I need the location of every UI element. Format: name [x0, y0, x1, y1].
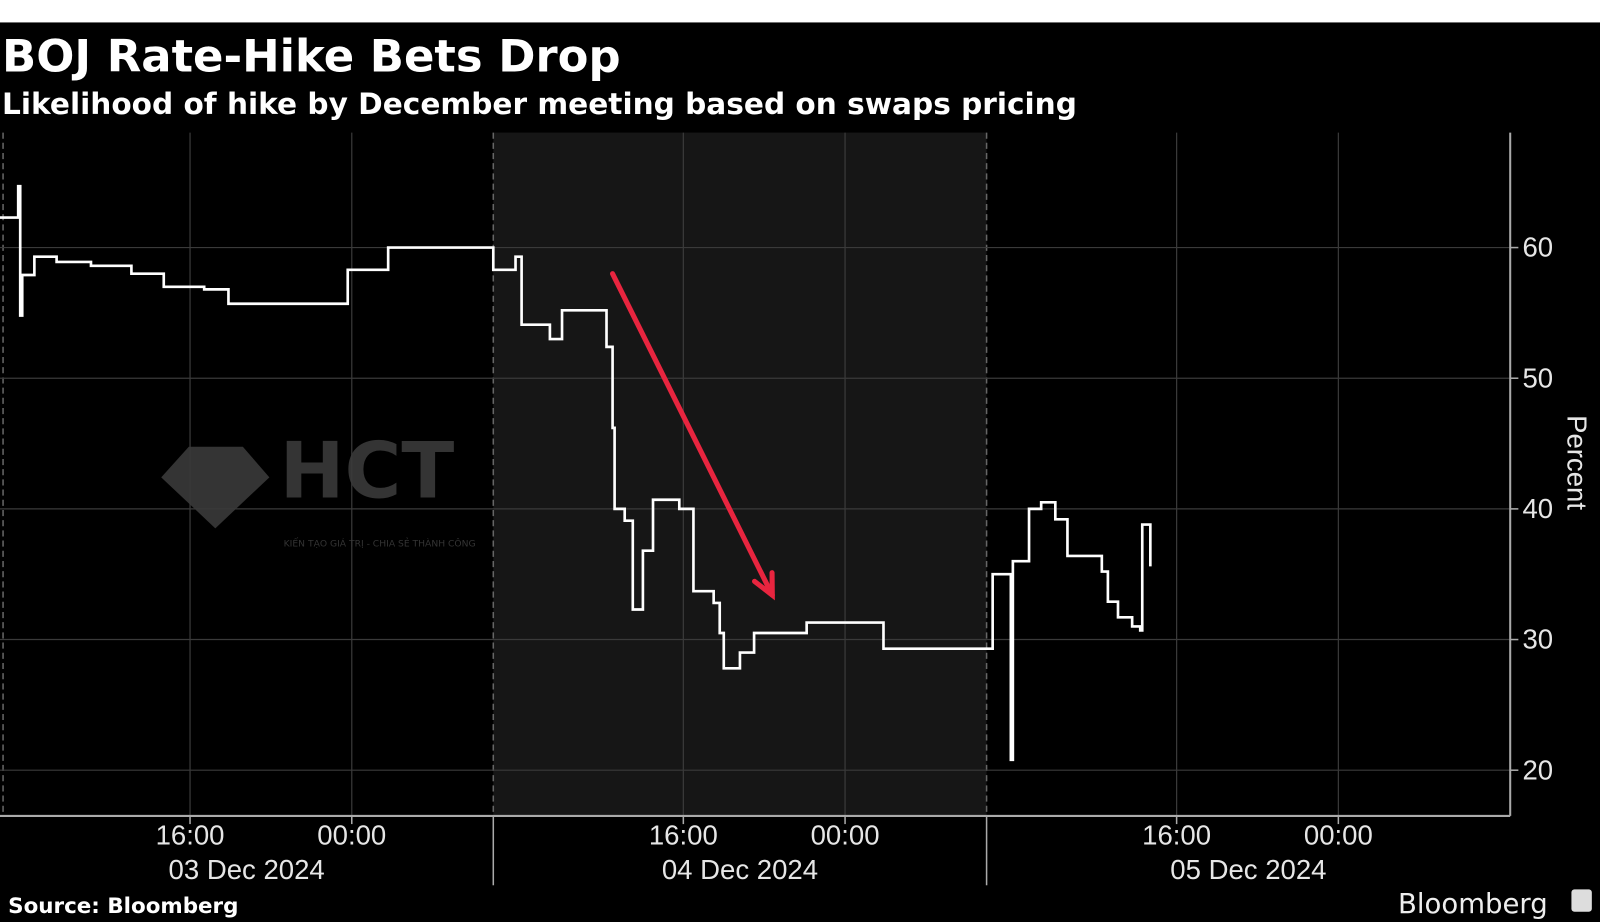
diamond-icon: [161, 446, 270, 529]
y-tick-label: 30: [1522, 624, 1553, 655]
chart-subtitle: Likelihood of hike by December meeting b…: [2, 87, 1077, 121]
shaded-session: [493, 132, 987, 816]
x-tick-label: 00:00: [1304, 819, 1373, 850]
top-margin: [0, 0, 1600, 23]
y-tick-label: 20: [1522, 754, 1553, 785]
series-line: [0, 184, 1152, 762]
x-tick-label: 16:00: [649, 819, 718, 850]
x-tick-label: 16:00: [156, 819, 225, 850]
session-label: 05 Dec 2024: [1170, 854, 1326, 885]
watermark-text: HCT: [280, 427, 455, 517]
y-tick-label: 50: [1522, 362, 1553, 393]
source-note: Source: Bloomberg: [8, 894, 238, 919]
session-label: 03 Dec 2024: [169, 854, 325, 885]
x-tick-label: 00:00: [811, 819, 880, 850]
annotation-arrow: [610, 271, 775, 598]
arrow-head-icon: [751, 570, 775, 601]
x-tick-label: 00:00: [317, 819, 386, 850]
x-tick-label: 16:00: [1142, 819, 1211, 850]
watermark-logo: HCT KIẾN TẠO GIÁ TRỊ - CHIA SẺ THÀNH CÔN…: [161, 427, 476, 550]
bloomberg-logo: Bloomberg: [1398, 888, 1548, 920]
y-tick-label: 60: [1522, 232, 1553, 263]
y-tick-label: 40: [1522, 493, 1553, 524]
bloomberg-chart-icon: [1571, 889, 1592, 912]
chart-title: BOJ Rate-Hike Bets Drop: [2, 29, 621, 82]
watermark-tagline: KIẾN TẠO GIÁ TRỊ - CHIA SẺ THÀNH CÔNG: [284, 538, 476, 550]
y-axis-label: Percent: [1561, 415, 1592, 510]
session-label: 04 Dec 2024: [662, 854, 818, 885]
